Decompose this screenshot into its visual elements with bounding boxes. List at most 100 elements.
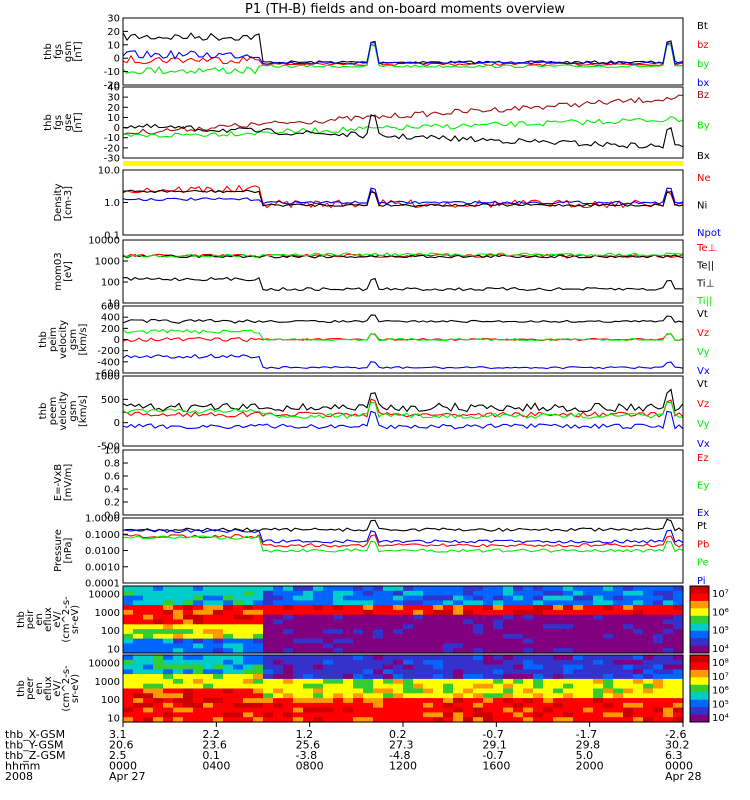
- legend-bx: Bx: [697, 151, 710, 162]
- ephemeris-value: 30.2: [665, 739, 690, 752]
- spectrogram-cell: [283, 605, 294, 611]
- ephemeris-value: 27.3: [389, 739, 414, 752]
- spectrogram-cell: [443, 638, 454, 644]
- spectrogram-cell: [473, 659, 484, 666]
- spectrogram-cell: [283, 688, 294, 694]
- spectrogram-cell: [353, 693, 364, 699]
- spectrogram-cell: [233, 633, 244, 640]
- spectrogram-cell: [373, 702, 384, 709]
- spectrogram-cell: [303, 674, 314, 680]
- spectrogram-cell: [123, 638, 134, 644]
- spectrogram-cell: [333, 619, 344, 625]
- spectrogram-cell: [183, 669, 194, 675]
- spectrogram-cell: [633, 655, 644, 661]
- spectrogram-cell: [533, 678, 544, 685]
- spectrogram-cell: [673, 629, 684, 635]
- spectrogram-cell: [123, 609, 134, 616]
- spectrogram-cell: [473, 624, 484, 630]
- spectrogram-cell: [503, 643, 514, 649]
- spectrogram-cell: [343, 683, 354, 690]
- spectrogram-cell: [533, 693, 544, 699]
- spectrogram-cell: [313, 624, 324, 630]
- spectrogram-cell: [453, 698, 464, 704]
- spectrogram-cell: [333, 600, 344, 606]
- spectrogram-cell: [183, 643, 194, 649]
- spectrogram-cell: [403, 683, 414, 690]
- spectrogram-cell: [513, 688, 524, 694]
- spectrogram-cell: [303, 595, 314, 601]
- spectrogram-cell: [573, 648, 584, 654]
- spectrogram-cell: [143, 624, 154, 630]
- spectrogram-cell: [383, 678, 394, 685]
- spectrogram-cell: [233, 698, 244, 704]
- spectrogram-cell: [233, 664, 244, 670]
- spectrogram-cell: [543, 638, 554, 644]
- y-tick-label: 10000: [88, 590, 120, 601]
- spectrogram-cell: [353, 648, 364, 654]
- spectrogram-cell: [633, 586, 644, 592]
- spectrogram-cell: [353, 586, 364, 592]
- series-line-bt: [122, 32, 684, 65]
- legend-pb: Pb: [697, 539, 709, 550]
- spectrogram-cell: [623, 633, 634, 640]
- spectrogram-cell: [513, 633, 524, 640]
- y-tick-label: 0: [114, 123, 120, 134]
- spectrogram-cell: [263, 605, 274, 611]
- spectrogram-cell: [603, 619, 614, 625]
- spectrogram-cell: [423, 590, 434, 597]
- y-axis-label: mom03: [53, 252, 64, 290]
- spectrogram-cell: [293, 614, 304, 621]
- spectrogram-cell: [403, 600, 414, 606]
- spectrogram-cell: [283, 669, 294, 675]
- spectrogram-cell: [233, 683, 244, 690]
- spectrogram-cell: [233, 674, 244, 680]
- spectrogram-cell: [353, 590, 364, 597]
- spectrogram-cell: [343, 586, 354, 592]
- spectrogram-cell: [283, 698, 294, 704]
- spectrogram-cell: [553, 609, 564, 616]
- legend-ey: Ey: [697, 481, 709, 492]
- spectrogram-cell: [373, 590, 384, 597]
- spectrogram-cell: [153, 643, 164, 649]
- spectrogram-cell: [573, 683, 584, 690]
- spectrogram-cell: [353, 638, 364, 644]
- spectrogram-cell: [243, 609, 254, 616]
- spectrogram-cell: [153, 707, 164, 713]
- spectrogram-cell: [473, 629, 484, 635]
- spectrogram-cell: [643, 693, 654, 699]
- spectrogram-cell: [223, 590, 234, 597]
- y-tick-label: 20: [107, 103, 120, 114]
- spectrogram-cell: [563, 595, 574, 601]
- spectrogram-cell: [203, 629, 214, 635]
- spectrogram-cell: [143, 648, 154, 654]
- spectrogram-cell: [163, 717, 174, 723]
- spectrogram-cell: [523, 678, 534, 685]
- spectrogram-cell: [433, 717, 444, 723]
- spectrogram-cell: [193, 590, 204, 597]
- spectrogram-cell: [633, 629, 644, 635]
- y-axis-label: thb: [16, 680, 27, 697]
- spectrogram-cell: [633, 609, 644, 616]
- y-axis-label: velocity: [58, 320, 69, 359]
- spectrogram-cell: [513, 707, 524, 713]
- spectrogram-cell: [413, 595, 424, 601]
- y-axis-label: peim: [48, 327, 59, 352]
- spectrogram-cell: [523, 586, 534, 592]
- spectrogram-cell: [323, 614, 334, 621]
- spectrogram-cell: [153, 609, 164, 616]
- spectrogram-cell: [533, 595, 544, 601]
- spectrogram-cell: [543, 702, 554, 709]
- spectrogram-cell: [503, 624, 514, 630]
- spectrogram-cell: [493, 678, 504, 685]
- spectrogram-cell: [423, 586, 434, 592]
- spectrogram-cell: [593, 688, 604, 694]
- spectrogram-cell: [203, 669, 214, 675]
- spectrogram-cell: [163, 693, 174, 699]
- spectrogram-cell: [313, 643, 324, 649]
- spectrogram-cell: [163, 669, 174, 675]
- spectrogram-cell: [603, 664, 614, 670]
- spectrogram-cell: [213, 595, 224, 601]
- spectrogram-cell: [383, 659, 394, 666]
- spectrogram-cell: [183, 609, 194, 616]
- spectrogram-cell: [463, 605, 474, 611]
